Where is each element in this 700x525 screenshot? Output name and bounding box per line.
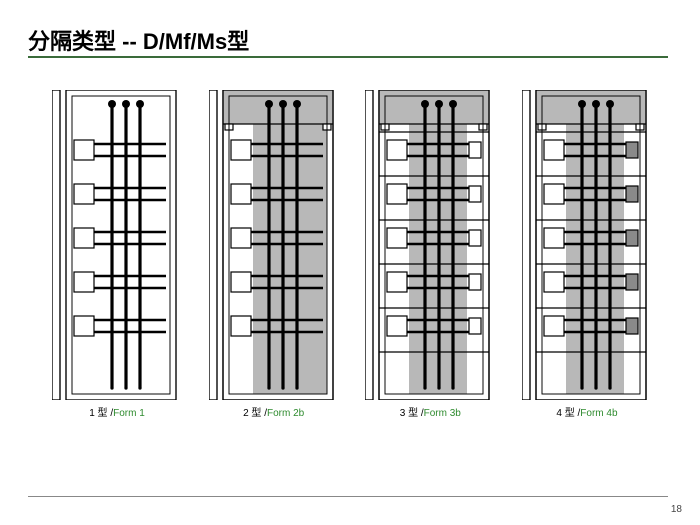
panel-caption: 4 型 /Form 4b (522, 404, 652, 419)
page-title: 分隔类型 -- D/Mf/Ms型 (28, 24, 249, 56)
panel-wrap-form3b: 3 型 /Form 3b (365, 90, 495, 419)
diagram-panels: 1 型 /Form 1 2 型 /Form 2b 3 型 /Form 3b 4 型 /… (52, 90, 652, 419)
panel-wrap-form2b: 2 型 /Form 2b (209, 90, 339, 419)
page-number: 18 (671, 504, 682, 515)
panel-wrap-form1: 1 型 /Form 1 (52, 90, 182, 419)
panel-caption: 1 型 /Form 1 (52, 404, 182, 419)
panel-caption: 2 型 /Form 2b (209, 404, 339, 419)
title-underline (28, 56, 668, 58)
panel-wrap-form4b: 4 型 /Form 4b (522, 90, 652, 419)
panel-form2b (209, 90, 339, 400)
panel-form4b (522, 90, 652, 400)
footer-rule (28, 496, 668, 497)
panel-form3b (365, 90, 495, 400)
panel-form1 (52, 90, 182, 400)
panel-caption: 3 型 /Form 3b (365, 404, 495, 419)
